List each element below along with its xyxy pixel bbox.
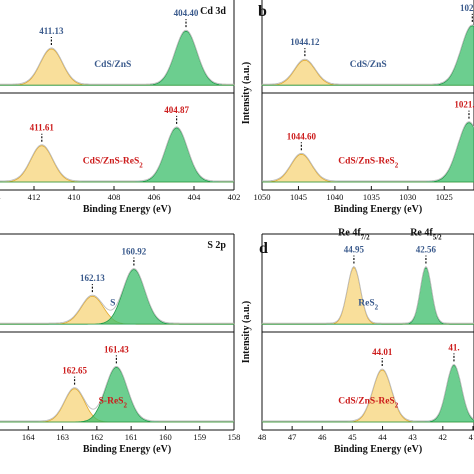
x-axis-label: Binding Energy (eV) — [83, 444, 171, 455]
peak-label: 1044.12 — [290, 37, 320, 47]
series-2: 162.65 161.43 S-ReS2 — [0, 344, 234, 423]
x-tick-label: 44 — [378, 432, 387, 442]
peak-label: 411.61 — [30, 123, 55, 133]
peak-label: 162.13 — [80, 273, 105, 283]
peak-label: 404.40 — [174, 8, 199, 18]
series-name: S — [110, 299, 115, 309]
x-tick-label: 414 — [0, 192, 1, 202]
series-2: 411.61 404.87 CdS/ZnS-ReS2 — [0, 105, 234, 183]
panel-title: Cd 3d — [200, 6, 226, 17]
x-tick-label: 402 — [228, 192, 241, 202]
series-1: 411.13 404.40 CdS/ZnS — [0, 8, 235, 86]
panel-a: 414 412 410 408 406 404 402 Binding Energy (eV)… — [0, 0, 240, 215]
x-tick-label: 161 — [125, 432, 138, 442]
series-1: 1044.12 1021.1 CdS/ZnS — [261, 3, 474, 86]
x-tick-label: 42 — [439, 432, 448, 442]
series-name-subscript: 2 — [395, 401, 399, 409]
x-tick-label: 408 — [108, 192, 121, 202]
peak-label: 44.95 — [344, 245, 365, 255]
green-fit-peak — [0, 366, 234, 423]
panel-b: 1050 1045 1040 1035 1030 1025 Binding Energy (… — [241, 0, 474, 215]
x-tick-label: 1040 — [326, 192, 343, 202]
x-tick-label: 158 — [228, 432, 241, 442]
series-name: CdS/ZnS — [94, 60, 131, 70]
series-2: 44.01 41. CdS/ZnS-ReS2 — [262, 342, 474, 423]
series-name-subscript: 2 — [123, 401, 127, 409]
peak-label: 44.01 — [372, 347, 393, 357]
y-axis-label: Intensity (a.u.) — [241, 301, 252, 364]
series-name-subscript: 2 — [139, 162, 143, 170]
orbital-annotation: Re 4f5/2 — [410, 228, 442, 242]
x-tick-label: 406 — [148, 192, 161, 202]
orbital-annotation: Re 4f7/2 — [338, 228, 370, 242]
x-axis-label: Binding Energy (eV) — [334, 444, 422, 455]
orbital-subscript: 5/2 — [433, 234, 442, 242]
series-name-subscript: 2 — [395, 162, 399, 170]
green-fit-peak — [261, 266, 474, 325]
peak-label: 161.43 — [104, 344, 129, 354]
x-tick-label: 160 — [159, 432, 172, 442]
series-name: ReS2 — [358, 299, 378, 312]
raw-spectrum — [0, 29, 234, 85]
panel-c: 164 163 162 161 160 159 158 Binding Energy (eV)… — [0, 233, 241, 455]
x-tick-label: 410 — [68, 192, 81, 202]
peak-label: 404.87 — [164, 105, 189, 115]
peak-label: 41. — [448, 342, 459, 352]
x-tick-label: 1025 — [436, 192, 453, 202]
x-tick-label: 404 — [188, 192, 202, 202]
raw-spectrum — [262, 121, 474, 182]
y-axis-label: Intensity (a.u.) — [241, 62, 252, 125]
x-tick-label: 159 — [193, 432, 206, 442]
series-name: S-ReS2 — [99, 396, 128, 409]
green-fit-peak — [0, 127, 234, 183]
panel-letter: d — [259, 240, 268, 257]
x-tick-label: 41 — [469, 432, 474, 442]
peak-label: 1021.1 — [460, 3, 474, 13]
raw-spectrum — [262, 24, 474, 85]
series-2: 1044.60 1021.61 CdS/ZnS-ReS2 — [262, 100, 474, 183]
x-tick-label: 164 — [22, 432, 36, 442]
x-tick-label: 162 — [90, 432, 103, 442]
x-tick-label: 46 — [318, 432, 327, 442]
raw-spectrum — [262, 265, 474, 324]
x-axis-label: Binding Energy (eV) — [83, 204, 171, 215]
peak-label: 162.65 — [62, 366, 87, 376]
series-name: CdS/ZnS-ReS2 — [338, 157, 399, 170]
raw-spectrum — [0, 268, 234, 324]
x-tick-label: 48 — [258, 432, 267, 442]
x-tick-label: 412 — [28, 192, 41, 202]
peak-label: 42.56 — [416, 245, 437, 255]
x-tick-label: 43 — [408, 432, 417, 442]
x-tick-label: 45 — [348, 432, 357, 442]
series-name: CdS/ZnS-ReS2 — [338, 396, 399, 409]
green-fit-peak — [0, 269, 235, 325]
x-tick-label: 1035 — [363, 192, 380, 202]
x-axis-label: Binding Energy (eV) — [334, 204, 422, 215]
peak-label: 1021.61 — [454, 100, 474, 110]
raw-spectrum — [0, 126, 234, 182]
orbital-subscript: 7/2 — [361, 234, 370, 242]
x-tick-label: 47 — [288, 432, 297, 442]
x-tick-label: 1050 — [254, 192, 271, 202]
peak-label: 411.13 — [39, 26, 64, 36]
panel-d: 48 47 46 45 44 43 42 41 Binding Energy (eV) Inten… — [241, 228, 474, 455]
raw-spectrum — [262, 363, 474, 422]
series-1: 44.95 42.56 ReS2 — [261, 245, 474, 325]
series-name-subscript: 2 — [375, 304, 379, 312]
x-tick-label: 163 — [56, 432, 69, 442]
panel-letter: b — [258, 3, 267, 20]
panel-title: S 2p — [207, 240, 226, 251]
peak-label: 160.92 — [122, 247, 147, 257]
yellow-fit-peak — [261, 266, 474, 325]
peak-label: 1044.60 — [287, 131, 317, 141]
raw-spectrum — [0, 365, 234, 422]
x-tick-label: 1030 — [399, 192, 416, 202]
series-1: 162.13 160.92 S — [0, 247, 235, 325]
series-name: CdS/ZnS-ReS2 — [83, 157, 144, 170]
x-tick-label: 1045 — [290, 192, 307, 202]
series-name: CdS/ZnS — [350, 60, 387, 70]
